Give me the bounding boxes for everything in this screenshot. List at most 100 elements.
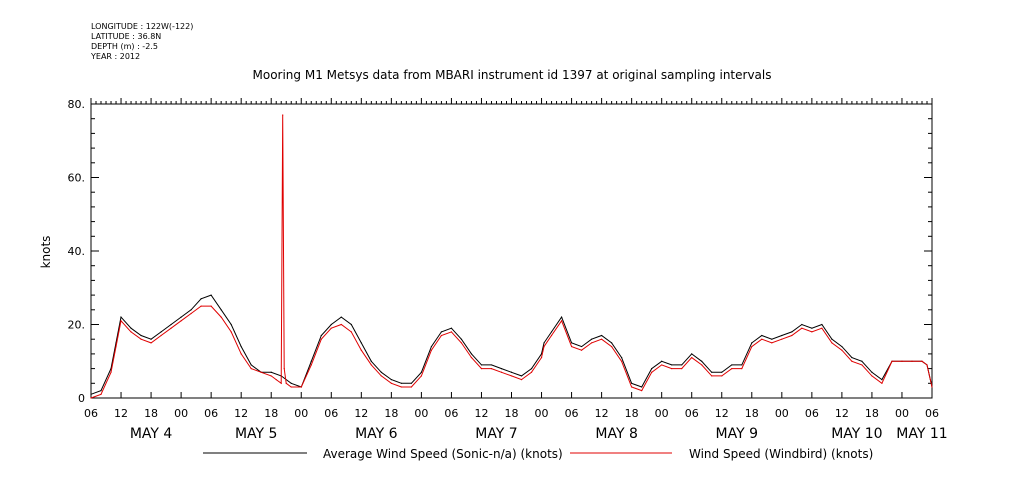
series-line-0 bbox=[90, 294, 933, 395]
x-tick-label: 00 bbox=[294, 407, 308, 420]
data-point bbox=[791, 331, 793, 333]
data-point bbox=[115, 345, 117, 348]
data-point bbox=[543, 342, 545, 344]
data-point bbox=[180, 316, 182, 318]
data-point bbox=[310, 364, 312, 366]
data-point bbox=[400, 386, 402, 388]
data-point bbox=[270, 375, 272, 377]
series-0 bbox=[90, 294, 933, 395]
data-point bbox=[460, 338, 463, 340]
data-point bbox=[711, 371, 713, 373]
data-point bbox=[801, 327, 803, 329]
data-point bbox=[380, 375, 382, 377]
x-tick-label: 06 bbox=[565, 407, 579, 420]
x-tick-label: 12 bbox=[234, 407, 248, 420]
data-point bbox=[731, 364, 733, 366]
x-tick-label: 18 bbox=[745, 407, 759, 420]
x-tick-label: 18 bbox=[264, 407, 278, 420]
series-layer bbox=[90, 114, 933, 399]
data-point bbox=[290, 382, 292, 384]
data-point bbox=[500, 371, 503, 373]
data-point bbox=[250, 368, 252, 370]
header-depth: DEPTH (m) : -2.5 bbox=[91, 42, 158, 51]
data-point bbox=[771, 338, 773, 340]
data-point bbox=[671, 364, 673, 366]
data-point bbox=[791, 334, 793, 337]
data-point bbox=[370, 364, 372, 366]
x-tick-label: 06 bbox=[685, 407, 699, 420]
data-point bbox=[390, 379, 392, 381]
x-tick-label: 12 bbox=[835, 407, 849, 420]
y-axis-label: knots bbox=[39, 236, 53, 269]
x-tick-label: 12 bbox=[715, 407, 729, 420]
data-point bbox=[701, 364, 703, 366]
data-point bbox=[851, 360, 853, 362]
data-point bbox=[570, 345, 573, 348]
data-point bbox=[681, 364, 683, 366]
data-point bbox=[821, 323, 823, 326]
data-point bbox=[891, 360, 893, 362]
data-point bbox=[370, 360, 372, 362]
x-axis-ticks: 06 12 18 00 06 12 18 00 06 12 18 00 06 12 18 00 06 12 18 00… bbox=[84, 98, 948, 442]
data-point bbox=[282, 114, 284, 116]
data-point bbox=[240, 353, 242, 355]
x-tick-label: 00 bbox=[174, 407, 188, 420]
data-point bbox=[150, 338, 152, 340]
data-point bbox=[120, 320, 122, 322]
data-point bbox=[210, 305, 212, 307]
data-point bbox=[330, 323, 332, 326]
data-point bbox=[631, 386, 633, 388]
data-point bbox=[911, 360, 913, 362]
data-point bbox=[430, 345, 433, 348]
series-1 bbox=[90, 114, 933, 399]
data-point bbox=[420, 375, 422, 377]
data-point bbox=[881, 379, 883, 381]
data-point bbox=[621, 360, 623, 362]
data-point bbox=[340, 316, 342, 318]
day-label: MAY 4 bbox=[130, 426, 173, 442]
data-point bbox=[681, 368, 683, 370]
data-point bbox=[130, 327, 132, 329]
data-point bbox=[190, 309, 192, 311]
data-point bbox=[190, 312, 192, 315]
data-point bbox=[285, 382, 287, 384]
day-label: MAY 10 bbox=[831, 426, 882, 442]
data-point bbox=[741, 368, 743, 370]
data-point bbox=[440, 334, 443, 337]
x-tick-label: 00 bbox=[655, 407, 669, 420]
data-point bbox=[450, 327, 453, 329]
data-point bbox=[691, 353, 693, 355]
data-point bbox=[851, 356, 853, 359]
legend-label-average: Average Wind Speed (Sonic-n/a) (knots) bbox=[323, 447, 563, 461]
data-point bbox=[691, 356, 693, 359]
data-point bbox=[510, 371, 513, 373]
header-info: LONGITUDE : 122W(-122) LATITUDE : 36.8N … bbox=[90, 22, 193, 61]
data-point bbox=[751, 345, 753, 348]
data-point bbox=[275, 379, 277, 381]
data-point bbox=[450, 331, 453, 333]
data-point bbox=[520, 379, 523, 381]
data-point bbox=[761, 338, 763, 340]
data-point bbox=[300, 386, 302, 388]
day-label: MAY 11 bbox=[896, 426, 947, 442]
legend: Average Wind Speed (Sonic-n/a) (knots) W… bbox=[203, 447, 873, 461]
day-label: MAY 6 bbox=[355, 426, 398, 442]
day-label: MAY 8 bbox=[595, 426, 637, 442]
x-tick-label: 06 bbox=[805, 407, 819, 420]
data-point bbox=[230, 331, 232, 333]
data-point bbox=[701, 360, 703, 362]
x-tick-label: 18 bbox=[625, 407, 639, 420]
data-point bbox=[270, 371, 272, 373]
day-label: MAY 9 bbox=[716, 426, 758, 442]
x-tick-label: 12 bbox=[114, 407, 128, 420]
data-point bbox=[881, 382, 883, 384]
data-point bbox=[400, 382, 402, 384]
data-point bbox=[831, 338, 833, 340]
data-point bbox=[220, 316, 222, 318]
data-point bbox=[811, 331, 813, 333]
data-point bbox=[641, 386, 643, 388]
x-tick-label: 18 bbox=[505, 407, 519, 420]
data-point bbox=[631, 382, 633, 384]
data-point bbox=[90, 397, 92, 399]
data-point bbox=[240, 345, 242, 348]
